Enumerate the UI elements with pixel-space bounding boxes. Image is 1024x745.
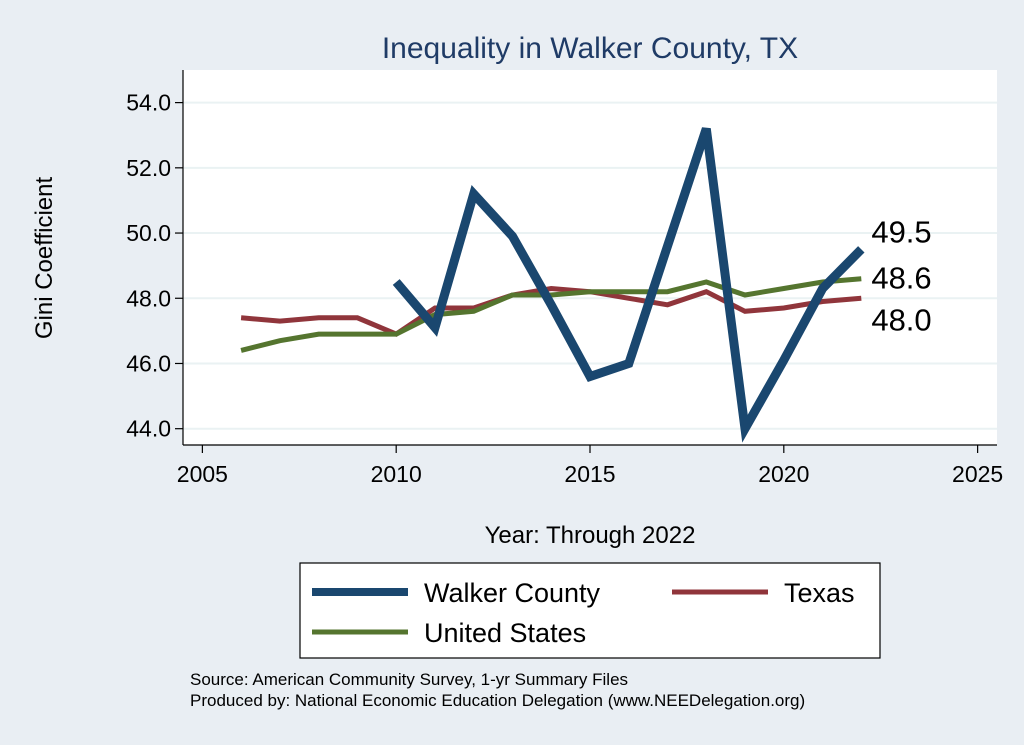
end-label-united-states: 48.6: [871, 261, 931, 296]
y-tick-label: 46.0: [126, 350, 171, 376]
producer-note: Produced by: National Economic Education…: [190, 691, 806, 710]
series-line-texas: [240, 285, 862, 337]
legend-label-walker-county: Walker County: [424, 578, 601, 608]
y-tick-label: 44.0: [126, 416, 171, 442]
x-tick-label: 2005: [177, 461, 228, 487]
y-tick-label: 50.0: [126, 220, 171, 246]
legend: Walker County Texas United States: [299, 562, 881, 659]
legend-label-texas: Texas: [784, 578, 855, 608]
end-label-texas: 48.0: [871, 302, 931, 337]
x-tick-label: 2020: [758, 461, 809, 487]
y-tick-label: 48.0: [126, 285, 171, 311]
x-tick-label: 2025: [952, 461, 1003, 487]
legend-label-united-states: United States: [424, 618, 586, 648]
x-tick-label: 2010: [371, 461, 422, 487]
series-line-walker-county: [392, 127, 865, 443]
y-ticks: 44.0 46.0 48.0 50.0 52.0 54.0: [126, 90, 183, 442]
x-ticks: 2005 2010 2015 2020 2025: [177, 445, 1003, 487]
series-layer: [240, 127, 865, 443]
plot-area: [183, 70, 997, 445]
y-tick-label: 54.0: [126, 90, 171, 116]
legend-box: [299, 562, 881, 659]
x-tick-label: 2015: [564, 461, 615, 487]
x-axis-title: Year: Through 2022: [485, 522, 696, 549]
chart-title: Inequality in Walker County, TX: [382, 32, 798, 65]
end-label-walker-county: 49.5: [871, 214, 931, 249]
series-line-united-states: [240, 276, 862, 353]
end-labels: 48.0 48.6 49.5: [871, 214, 931, 337]
y-tick-label: 52.0: [126, 155, 171, 181]
source-note: Source: American Community Survey, 1-yr …: [190, 670, 629, 689]
y-axis-title: Gini Coefficient: [31, 177, 58, 340]
gridlines: [183, 101, 997, 430]
